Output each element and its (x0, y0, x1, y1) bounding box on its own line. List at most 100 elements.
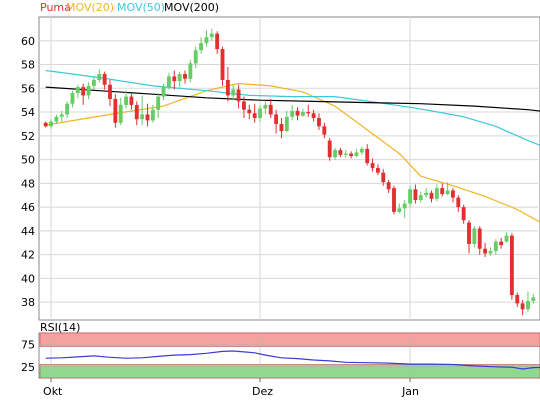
candle (338, 147, 343, 158)
candle (445, 182, 450, 196)
legend-mov50: MOV(50) (117, 1, 165, 14)
candle-body (167, 76, 171, 88)
candle-body (300, 112, 305, 116)
candle-body (91, 79, 96, 86)
candle (124, 90, 128, 109)
x-tick-label-Jan: Jan (401, 385, 419, 398)
rsi-label: RSI(14) (40, 321, 80, 334)
candle (49, 119, 53, 129)
candle (531, 293, 536, 304)
candle (183, 70, 187, 84)
candle (193, 46, 198, 69)
candle-body (263, 104, 268, 109)
candle (343, 150, 348, 158)
candle-body (140, 114, 145, 120)
candle (161, 83, 166, 101)
candle (118, 97, 123, 126)
ma-line-mov50 (45, 69, 540, 146)
candle-body (386, 182, 391, 190)
candle (413, 184, 418, 204)
candle (274, 109, 279, 134)
candle (504, 232, 509, 243)
y-tick-label-56: 56 (21, 82, 35, 95)
candle (333, 147, 337, 160)
candle (242, 96, 246, 118)
candle-body (397, 208, 402, 212)
candle (359, 146, 364, 155)
candle-body (370, 163, 375, 168)
candle (167, 72, 171, 90)
candle (113, 94, 118, 128)
candle-body (225, 79, 230, 96)
candle (54, 114, 59, 124)
candle-body (242, 101, 246, 110)
candle-body (108, 84, 112, 99)
candle-body (86, 85, 91, 96)
rsi-grid (39, 333, 540, 378)
legend-mov20: MOV(20) (66, 1, 114, 14)
candle (327, 138, 332, 161)
candle-body (381, 172, 386, 183)
candle (392, 185, 396, 215)
candle (295, 107, 300, 121)
candle (467, 220, 471, 254)
candle-body (252, 113, 257, 118)
candle-body (204, 37, 209, 44)
legend-mov200: MOV(200) (164, 1, 219, 14)
candle (65, 101, 70, 118)
candle (354, 148, 359, 158)
candle (150, 104, 155, 123)
candle-body (327, 140, 332, 158)
candle-body (183, 74, 187, 79)
moving-averages (45, 69, 540, 223)
candle (81, 83, 86, 105)
y-tick-label-44: 44 (21, 225, 35, 238)
candle-body (456, 197, 461, 208)
candle-body (413, 189, 418, 200)
candle-body (504, 235, 509, 242)
rsi-panel: RSI(14) 25 75 (21, 321, 540, 379)
candle (172, 70, 177, 90)
candle-body (338, 150, 343, 155)
legend-puma: Puma (40, 1, 71, 14)
candle-body (306, 112, 311, 114)
candle (129, 93, 134, 110)
y-tick-label-60: 60 (21, 35, 35, 48)
candle (311, 109, 316, 122)
y-tick-label-48: 48 (21, 177, 35, 190)
candle-body (134, 104, 139, 120)
candle (424, 188, 429, 198)
candle (156, 93, 161, 118)
candles (43, 28, 536, 316)
candle (236, 84, 241, 109)
candle (209, 28, 214, 41)
candle (317, 113, 321, 130)
candle-body (408, 189, 412, 204)
x-tick-label-Dez: Dez (252, 385, 273, 398)
candle-body (440, 188, 445, 195)
candle-body (177, 74, 182, 82)
candle (279, 118, 284, 139)
candle-body (81, 87, 86, 96)
candle-body (354, 152, 359, 157)
candle (91, 76, 96, 90)
candle-body (418, 195, 423, 200)
candle-body (349, 153, 354, 157)
candle-body (279, 123, 284, 132)
candle-body (290, 110, 295, 117)
candle-body (258, 108, 262, 118)
candle-body (445, 190, 450, 195)
candle (349, 151, 354, 159)
candle (231, 84, 236, 101)
candle (220, 46, 225, 86)
candle (258, 104, 262, 122)
candle-body (150, 109, 155, 121)
y-tick-label-52: 52 (21, 130, 35, 143)
candle-body (467, 222, 471, 244)
candle (300, 108, 305, 117)
candle-body (247, 109, 252, 114)
rsi-tick-label-25: 25 (21, 361, 35, 374)
candle (108, 79, 112, 107)
price-y-axis: 38 40 42 44 46 48 50 52 54 56 58 60 (21, 35, 35, 309)
